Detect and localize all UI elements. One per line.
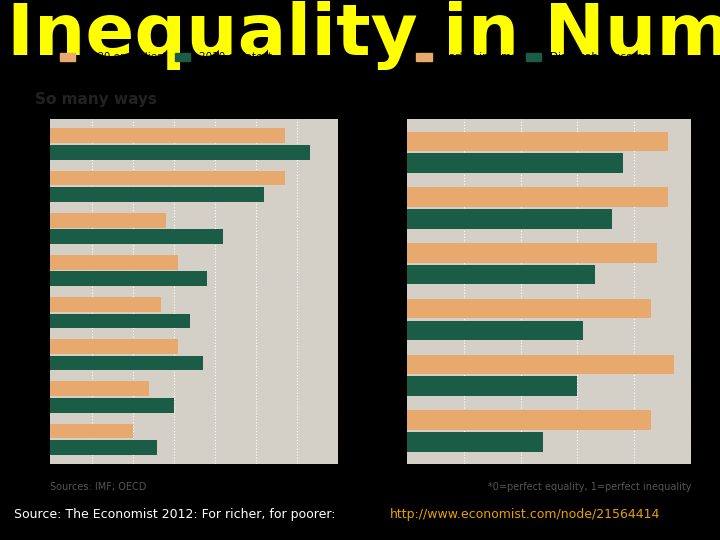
Bar <box>407 376 577 396</box>
Bar <box>50 213 166 227</box>
Bar <box>50 423 132 438</box>
Text: *0=perfect equality, 1=perfect inequality: *0=perfect equality, 1=perfect inequalit… <box>487 482 691 492</box>
Text: Income inequality, Gini coefficient*: Income inequality, Gini coefficient* <box>50 70 284 83</box>
Bar <box>50 398 174 413</box>
Bar <box>407 410 652 430</box>
Bar <box>407 243 657 262</box>
Bar <box>50 356 202 370</box>
Bar <box>407 187 668 207</box>
Text: So many ways: So many ways <box>35 92 158 107</box>
Bar <box>50 381 149 396</box>
Bar <box>50 297 161 312</box>
Legend: Market income, Disposable income: Market income, Disposable income <box>412 48 653 66</box>
Bar <box>407 132 668 151</box>
Bar <box>50 129 285 143</box>
Bar <box>407 432 544 451</box>
Legend: 1980 or earliest, 2010 or latest: 1980 or earliest, 2010 or latest <box>55 48 276 66</box>
Bar <box>50 440 158 455</box>
Bar <box>50 339 178 354</box>
Bar <box>407 299 652 319</box>
Bar <box>407 265 595 285</box>
Bar <box>50 314 190 328</box>
Bar <box>407 209 611 228</box>
Bar <box>50 187 264 202</box>
Text: Sources: IMF; OECD: Sources: IMF; OECD <box>50 482 147 492</box>
Bar <box>50 229 223 244</box>
Text: http://www.economist.com/node/21564414: http://www.economist.com/node/21564414 <box>390 508 661 521</box>
Bar <box>407 153 623 173</box>
Bar <box>407 321 583 340</box>
Bar <box>50 145 310 160</box>
Bar <box>50 255 178 269</box>
Bar <box>50 272 207 286</box>
Text: Source: The Economist 2012: For richer, for poorer:: Source: The Economist 2012: For richer, … <box>14 508 344 521</box>
Bar <box>50 171 285 185</box>
Bar <box>407 355 674 374</box>
Text: Inequality in Numbers (3): Inequality in Numbers (3) <box>7 1 720 70</box>
Text: Gini coefficient*, late 2000s: Gini coefficient*, late 2000s <box>407 70 592 83</box>
